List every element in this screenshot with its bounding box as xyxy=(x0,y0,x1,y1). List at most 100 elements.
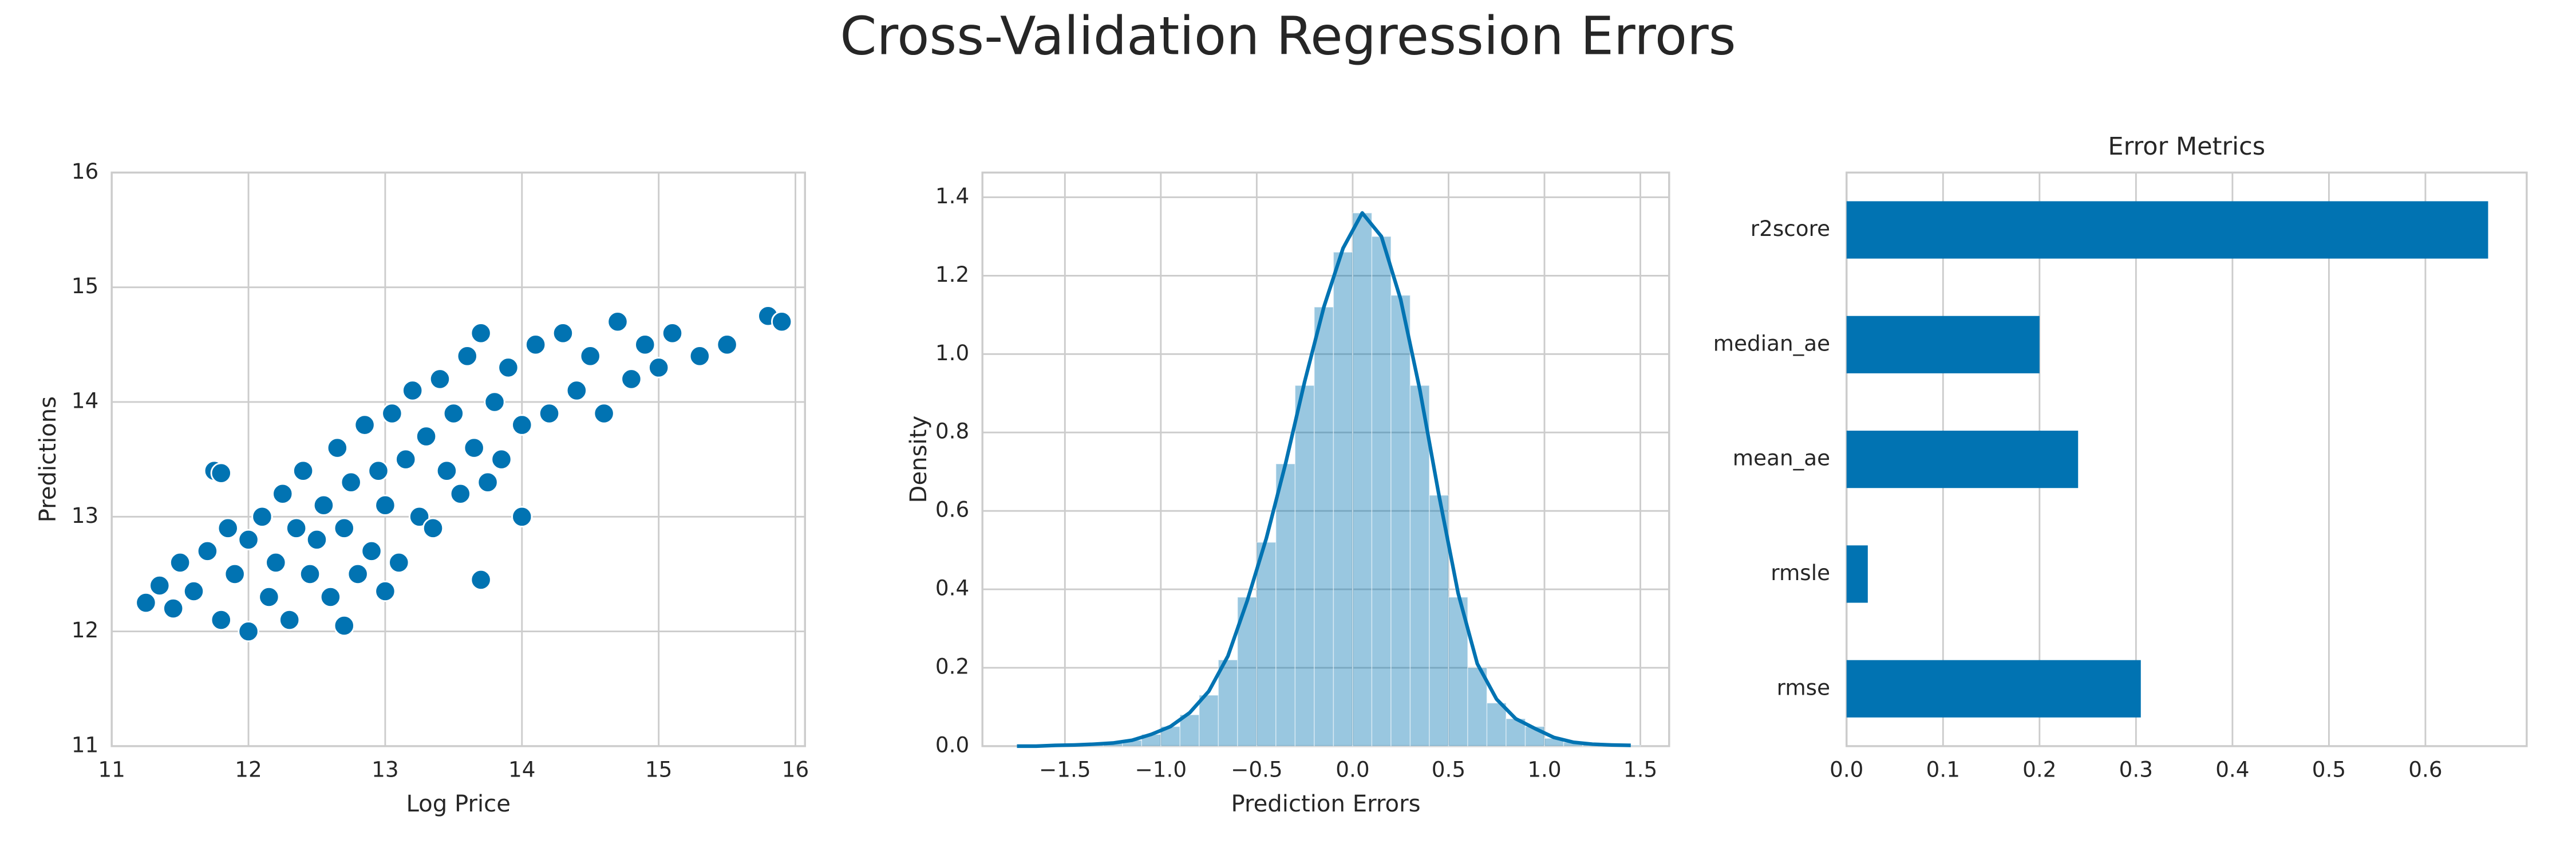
point xyxy=(566,380,587,401)
hist-bar xyxy=(1199,695,1219,747)
point xyxy=(511,414,533,436)
point xyxy=(497,357,519,379)
point xyxy=(395,448,417,470)
point xyxy=(210,462,232,484)
x-tick-label: 1.5 xyxy=(1623,756,1657,782)
x-tick-label: −1.0 xyxy=(1135,756,1187,782)
point xyxy=(285,517,307,539)
x-tick-label: 11 xyxy=(98,756,125,782)
point xyxy=(169,551,191,574)
point xyxy=(374,580,396,602)
point xyxy=(484,391,505,413)
bar xyxy=(1846,316,2040,373)
point xyxy=(456,345,478,367)
point xyxy=(552,322,574,344)
x-tick-label: 15 xyxy=(645,756,672,782)
point xyxy=(135,592,157,614)
point xyxy=(470,322,492,344)
axes-title: Error Metrics xyxy=(2108,132,2265,161)
x-tick-label: 12 xyxy=(235,756,262,782)
point xyxy=(525,334,547,356)
point xyxy=(149,574,171,597)
point xyxy=(258,586,280,608)
y-tick-label: 0.0 xyxy=(935,732,969,757)
y-tick-label: mean_ae xyxy=(1733,446,1830,471)
point xyxy=(319,586,342,608)
x-tick-label: 0.6 xyxy=(2408,756,2442,782)
hist-bar xyxy=(1352,212,1373,747)
point xyxy=(402,380,424,401)
x-tick-label: 0.0 xyxy=(1336,756,1369,782)
kde-line xyxy=(1017,211,1631,748)
x-tick-label: 16 xyxy=(782,756,809,782)
x-tick-label: −0.5 xyxy=(1231,756,1283,782)
hist-bar xyxy=(1409,385,1430,747)
point xyxy=(354,414,376,436)
y-tick-label: 1.2 xyxy=(935,262,969,287)
point xyxy=(436,460,458,482)
point xyxy=(224,563,246,585)
point xyxy=(449,483,471,505)
point xyxy=(511,506,533,527)
y-tick-label: 0.4 xyxy=(935,576,969,601)
x-tick-label: 0.1 xyxy=(1926,756,1960,782)
figure-title: Cross-Validation Regression Errors xyxy=(840,5,1736,66)
x-tick-label: 0.3 xyxy=(2119,756,2153,782)
y-tick-label: r2score xyxy=(1751,216,1830,241)
y-tick-label: rmse xyxy=(1777,675,1830,700)
point xyxy=(491,448,512,470)
x-tick-label: 1.0 xyxy=(1527,756,1561,782)
x-tick-label: 14 xyxy=(508,756,535,782)
point xyxy=(388,551,410,574)
point xyxy=(238,620,259,643)
point xyxy=(593,403,615,424)
point xyxy=(299,563,321,585)
hist-bar xyxy=(1294,385,1315,747)
x-tick-label: −1.5 xyxy=(1039,756,1091,782)
x-axis-label: Prediction Errors xyxy=(1231,791,1420,817)
point xyxy=(689,345,710,367)
point xyxy=(771,311,793,333)
point xyxy=(442,403,465,424)
x-tick-label: 0.2 xyxy=(2022,756,2056,782)
bar xyxy=(1846,431,2079,488)
y-tick-label: 0.2 xyxy=(935,654,969,679)
hist-bar xyxy=(1314,306,1334,747)
hist-bar xyxy=(1486,702,1507,747)
point xyxy=(579,345,601,367)
point xyxy=(361,540,382,562)
bar xyxy=(1846,660,2141,718)
point xyxy=(648,357,670,379)
y-tick-label: median_ae xyxy=(1713,330,1830,356)
point xyxy=(538,403,560,424)
hist-bar xyxy=(1218,659,1238,747)
point xyxy=(251,506,273,527)
hist-bar xyxy=(1371,236,1392,747)
y-tick-label: 1.0 xyxy=(935,340,969,365)
point xyxy=(272,483,294,505)
point xyxy=(210,609,232,631)
point xyxy=(477,471,499,493)
y-tick-label: 11 xyxy=(72,732,98,757)
x-tick-label: 0.5 xyxy=(1432,756,1465,782)
point xyxy=(381,403,403,424)
point xyxy=(470,569,492,591)
y-tick-label: rmsle xyxy=(1771,560,1830,585)
point xyxy=(661,322,683,344)
point xyxy=(196,540,219,562)
point xyxy=(463,437,485,459)
point xyxy=(326,437,348,459)
point xyxy=(716,334,738,356)
point xyxy=(422,517,444,539)
y-tick-label: 13 xyxy=(72,503,98,528)
point xyxy=(238,529,259,551)
hist-bar xyxy=(1275,463,1296,747)
x-tick-label: 0.0 xyxy=(1830,756,1863,782)
point xyxy=(183,580,205,602)
x-axis-label: Log Price xyxy=(406,791,510,817)
point xyxy=(306,529,328,551)
point xyxy=(415,425,437,447)
point xyxy=(163,597,184,620)
point xyxy=(313,494,335,516)
